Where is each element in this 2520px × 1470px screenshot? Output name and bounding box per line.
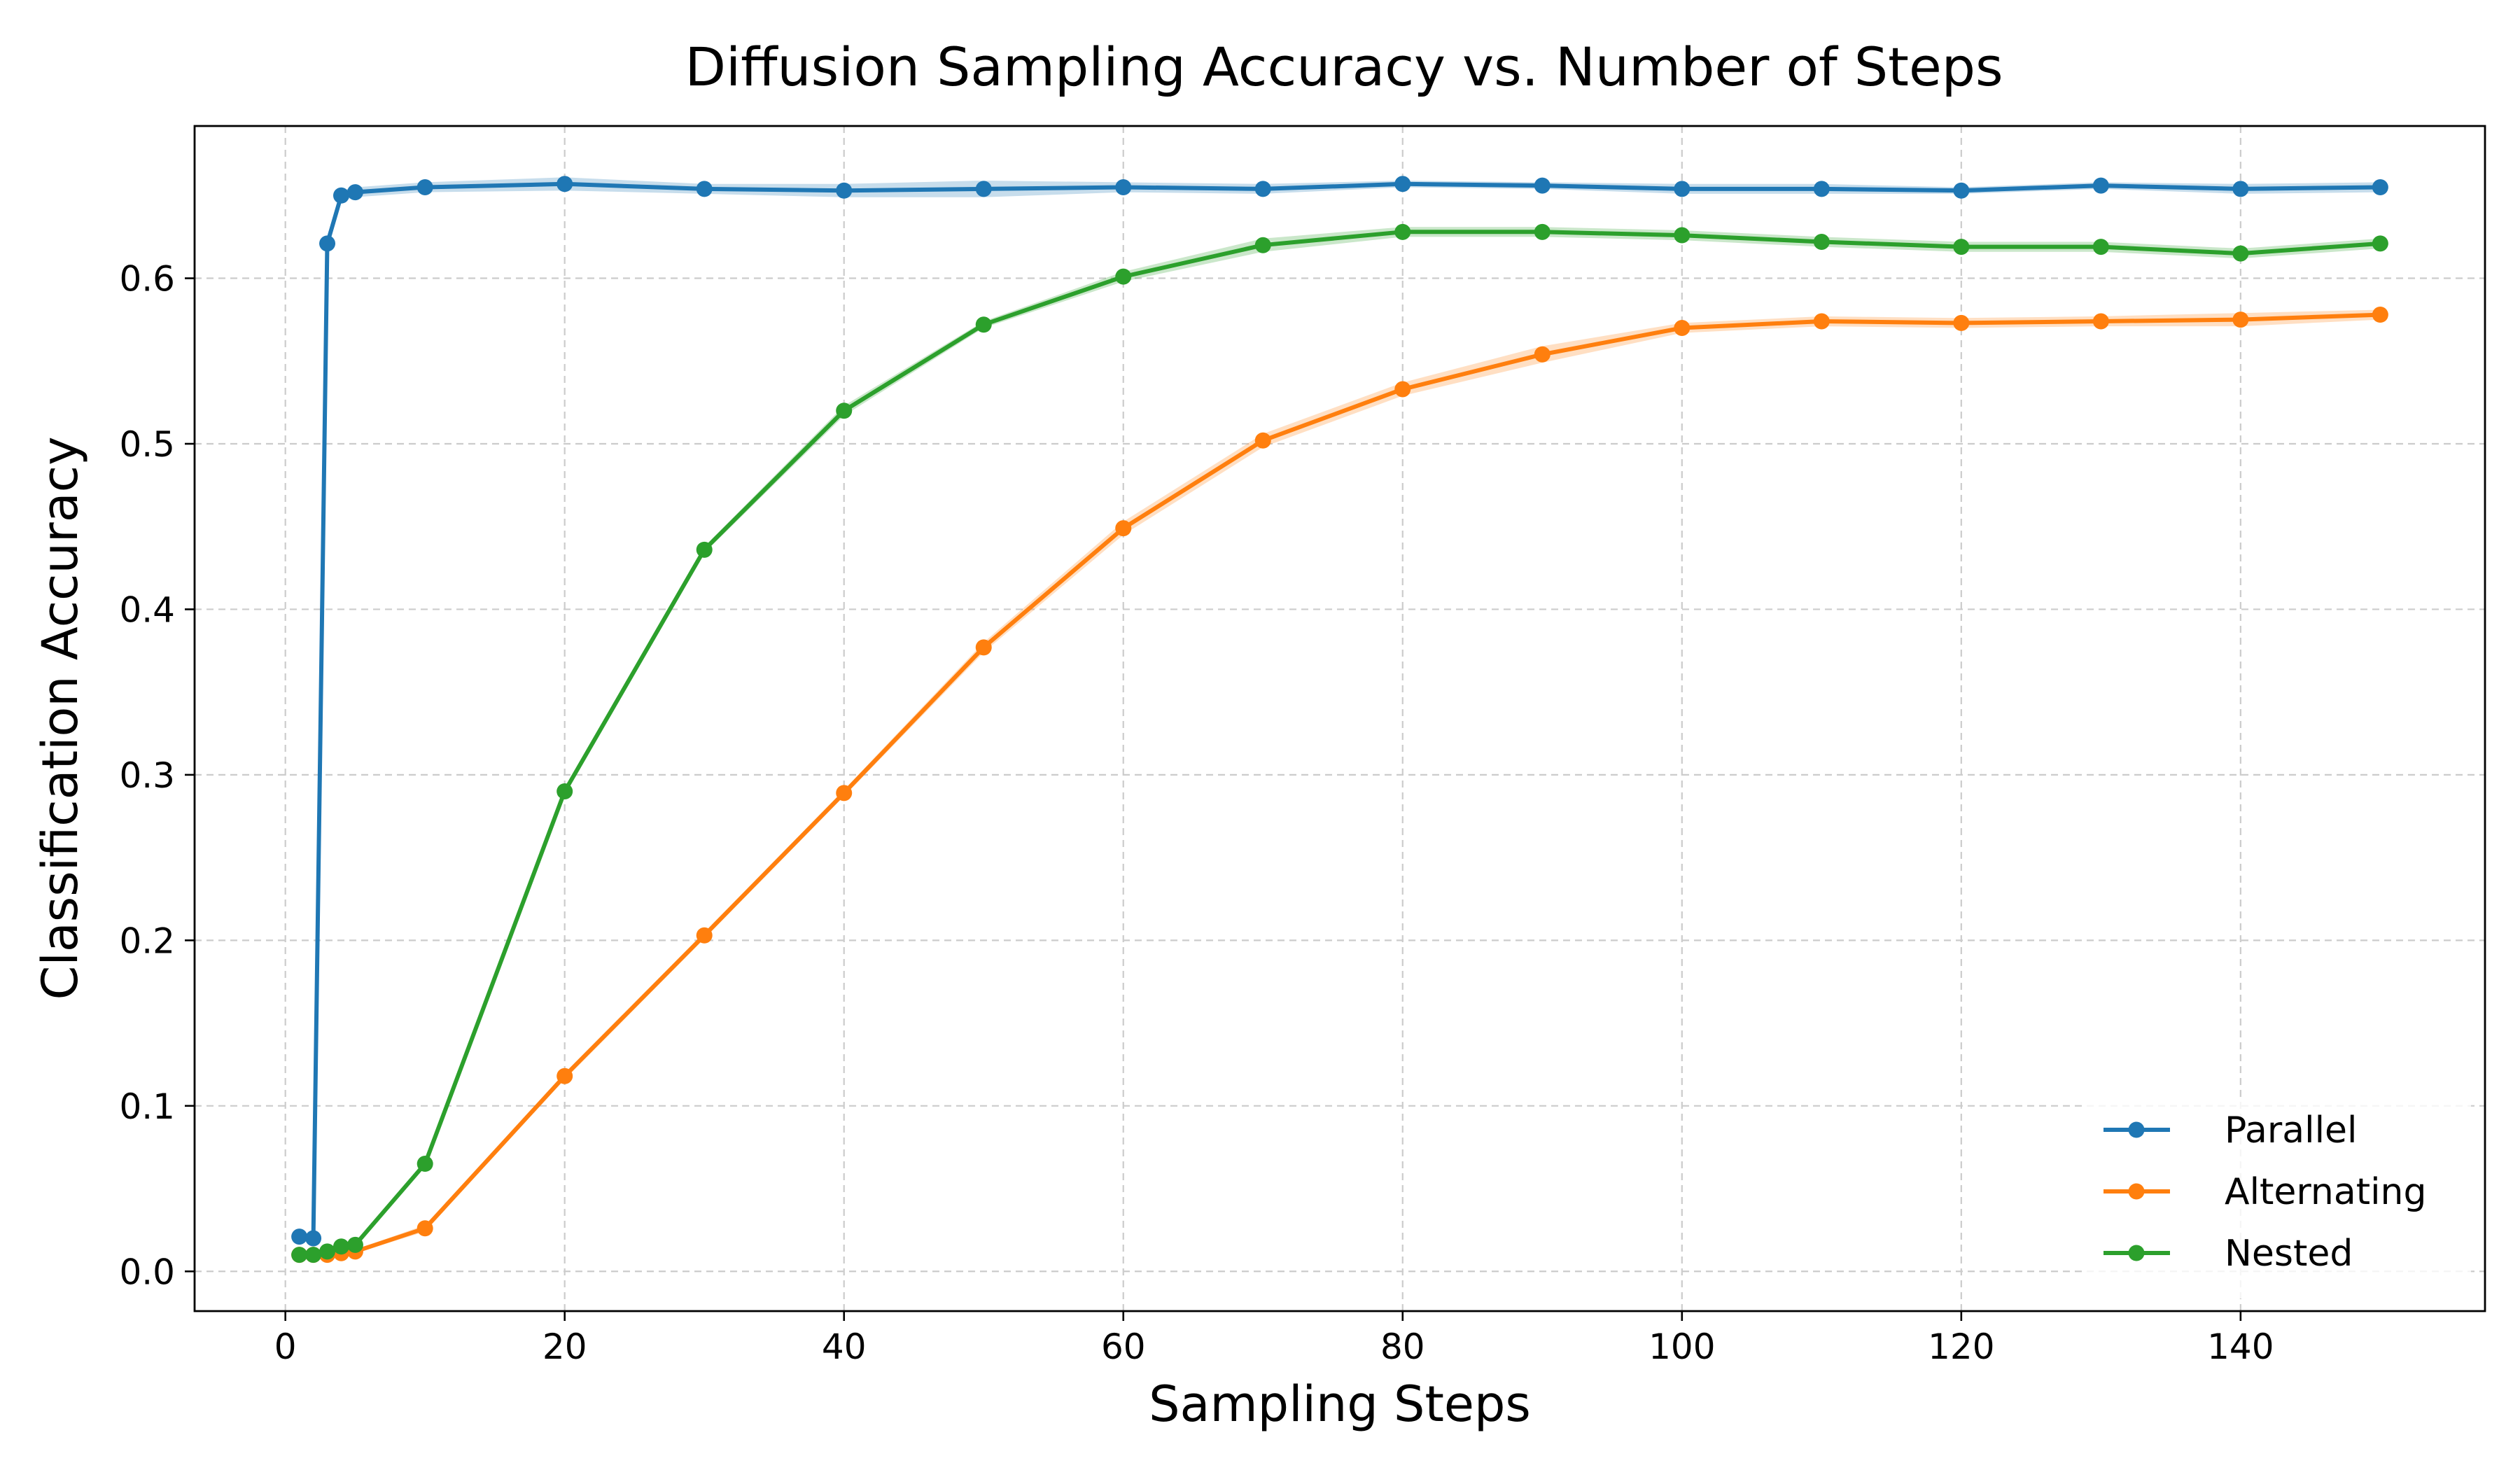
parallel-point <box>1254 181 1271 197</box>
parallel-point <box>1115 178 1132 195</box>
parallel-point <box>1394 176 1411 192</box>
nested-point <box>696 541 713 558</box>
parallel-point <box>332 187 349 204</box>
alternating-point <box>1115 520 1132 537</box>
series-lines <box>291 176 2388 1264</box>
parallel-point <box>319 235 336 252</box>
alternating-point <box>1813 313 1830 330</box>
x-tick-label: 100 <box>1648 1326 1715 1367</box>
plot-frame <box>193 125 2486 1312</box>
alternating-point <box>1394 381 1411 398</box>
nested-point <box>975 316 992 333</box>
alternating-point <box>1674 319 1690 336</box>
nested-point <box>332 1238 349 1255</box>
nested-point <box>291 1247 308 1264</box>
nested-point <box>305 1247 322 1264</box>
nested-point <box>2092 239 2109 255</box>
y-tick-label: 0.0 <box>119 1252 175 1292</box>
nested-point <box>416 1156 433 1172</box>
nested-point <box>2372 235 2388 252</box>
alternating-point <box>696 927 713 944</box>
y-axis: 0.0 0.1 0.2 0.3 0.4 0.5 0.6 <box>119 259 195 1292</box>
nested-point <box>556 783 573 800</box>
nested-point <box>1674 227 1690 244</box>
alternating-point <box>975 639 992 656</box>
x-tick-label: 40 <box>822 1326 867 1367</box>
nested-point <box>1394 223 1411 240</box>
alternating-point <box>2372 307 2388 323</box>
parallel-point <box>2372 178 2388 195</box>
nested-point <box>1813 234 1830 251</box>
nested-series <box>291 223 2388 1264</box>
y-tick-label: 0.3 <box>119 755 175 796</box>
parallel-point <box>346 184 363 201</box>
parallel-point <box>1534 177 1550 194</box>
y-axis-label: Classification Accuracy <box>31 437 89 1000</box>
y-tick-label: 0.5 <box>119 424 175 465</box>
parallel-legend-label: Parallel <box>2225 1110 2357 1152</box>
nested-point <box>836 402 853 419</box>
nested-point <box>1115 268 1132 285</box>
nested-legend-marker <box>2128 1245 2145 1261</box>
nested-point <box>319 1243 336 1260</box>
parallel-point <box>305 1230 322 1247</box>
legend: Parallel Alternating Nested <box>2082 1099 2471 1298</box>
alternating-point <box>1953 314 1970 331</box>
alternating-point <box>836 785 853 802</box>
x-tick-label: 0 <box>274 1326 297 1367</box>
x-axis: 0 20 40 60 80 100 120 140 <box>274 1311 2274 1367</box>
parallel-point <box>291 1228 308 1245</box>
nested-point <box>1254 237 1271 253</box>
y-tick-label: 0.1 <box>119 1086 175 1127</box>
nested-legend-label: Nested <box>2225 1233 2353 1275</box>
parallel-series <box>291 176 2388 1247</box>
parallel-point <box>836 182 853 199</box>
parallel-point <box>1953 182 1970 199</box>
y-tick-label: 0.6 <box>119 259 175 300</box>
nested-point <box>346 1236 363 1253</box>
x-tick-label: 140 <box>2207 1326 2274 1367</box>
nested-point <box>1534 223 1550 240</box>
parallel-point <box>2232 181 2249 197</box>
parallel-point <box>696 181 713 197</box>
x-tick-label: 20 <box>542 1326 587 1367</box>
chart-title: Diffusion Sampling Accuracy vs. Number o… <box>685 36 2003 98</box>
x-tick-label: 60 <box>1101 1326 1146 1367</box>
parallel-point <box>1674 181 1690 197</box>
parallel-legend-marker <box>2128 1121 2145 1138</box>
parallel-point <box>2092 177 2109 194</box>
alternating-point <box>2092 313 2109 330</box>
legend-box <box>2082 1099 2471 1298</box>
alternating-legend-label: Alternating <box>2225 1171 2427 1213</box>
alternating-point <box>1534 346 1550 363</box>
x-tick-label: 80 <box>1380 1326 1425 1367</box>
alternating-point <box>416 1220 433 1237</box>
parallel-point <box>416 178 433 195</box>
x-axis-label: Sampling Steps <box>1149 1376 1531 1433</box>
parallel-point <box>1813 181 1830 197</box>
y-tick-label: 0.2 <box>119 920 175 961</box>
alternating-legend-marker <box>2128 1183 2145 1200</box>
parallel-point <box>975 181 992 197</box>
nested-point <box>1953 239 1970 255</box>
alternating-point <box>2232 312 2249 328</box>
parallel-point <box>556 176 573 192</box>
nested-point <box>2232 245 2249 262</box>
alternating-point <box>1254 432 1271 449</box>
y-tick-label: 0.4 <box>119 589 175 630</box>
x-tick-label: 120 <box>1928 1326 1994 1367</box>
alternating-point <box>556 1068 573 1084</box>
